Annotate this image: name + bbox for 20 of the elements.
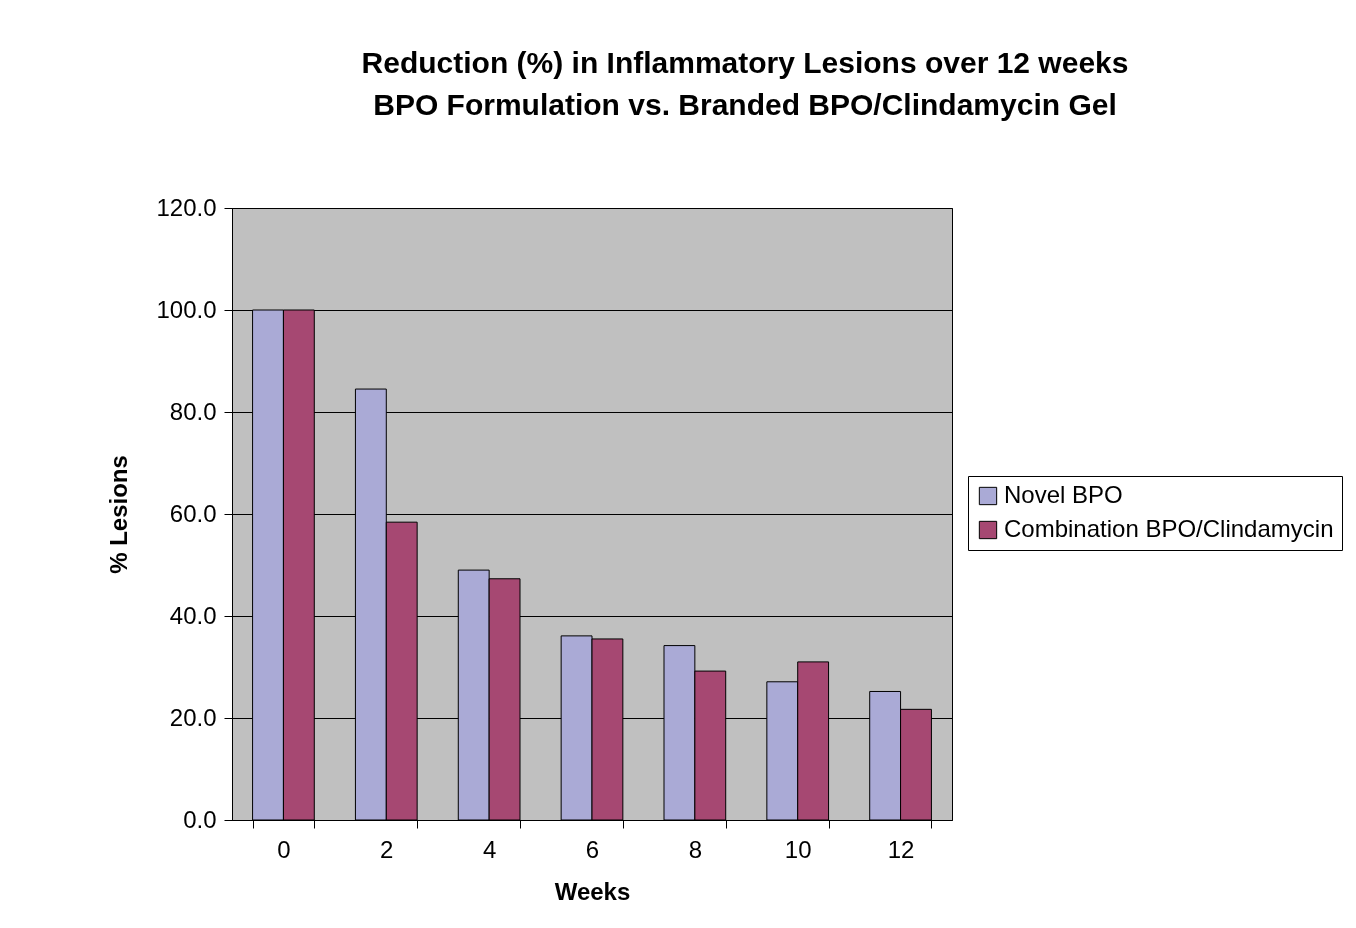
- x-tick-label: 12: [887, 835, 915, 863]
- x-tick-label: 6: [585, 835, 600, 863]
- y-tick-label: 120.0: [156, 193, 217, 221]
- y-tick-label: 80.0: [169, 397, 217, 425]
- y-tick-label: 0.0: [183, 805, 217, 833]
- y-tick-label: 100.0: [156, 295, 217, 323]
- y-tick-label: 20.0: [169, 703, 217, 731]
- x-axis-title: Weeks: [554, 877, 631, 905]
- chart-subtitle: BPO Formulation vs. Branded BPO/Clindamycin Gel: [373, 88, 1117, 121]
- legend-label: Combination BPO/Clindamycin: [1004, 515, 1334, 542]
- x-tick-label: 0: [277, 835, 291, 863]
- legend-label: Novel BPO: [1004, 481, 1123, 508]
- x-tick-label: 10: [784, 835, 812, 863]
- y-axis-title: % Lesions: [105, 455, 133, 574]
- y-tick-label: 60.0: [169, 499, 217, 527]
- x-tick-label: 8: [688, 835, 703, 863]
- x-tick-label: 2: [380, 835, 394, 863]
- y-tick-label: 40.0: [169, 601, 217, 629]
- chart-title: Reduction (%) in Inflammatory Lesions over 12 weeks: [361, 46, 1129, 79]
- x-tick-label: 4: [482, 835, 497, 863]
